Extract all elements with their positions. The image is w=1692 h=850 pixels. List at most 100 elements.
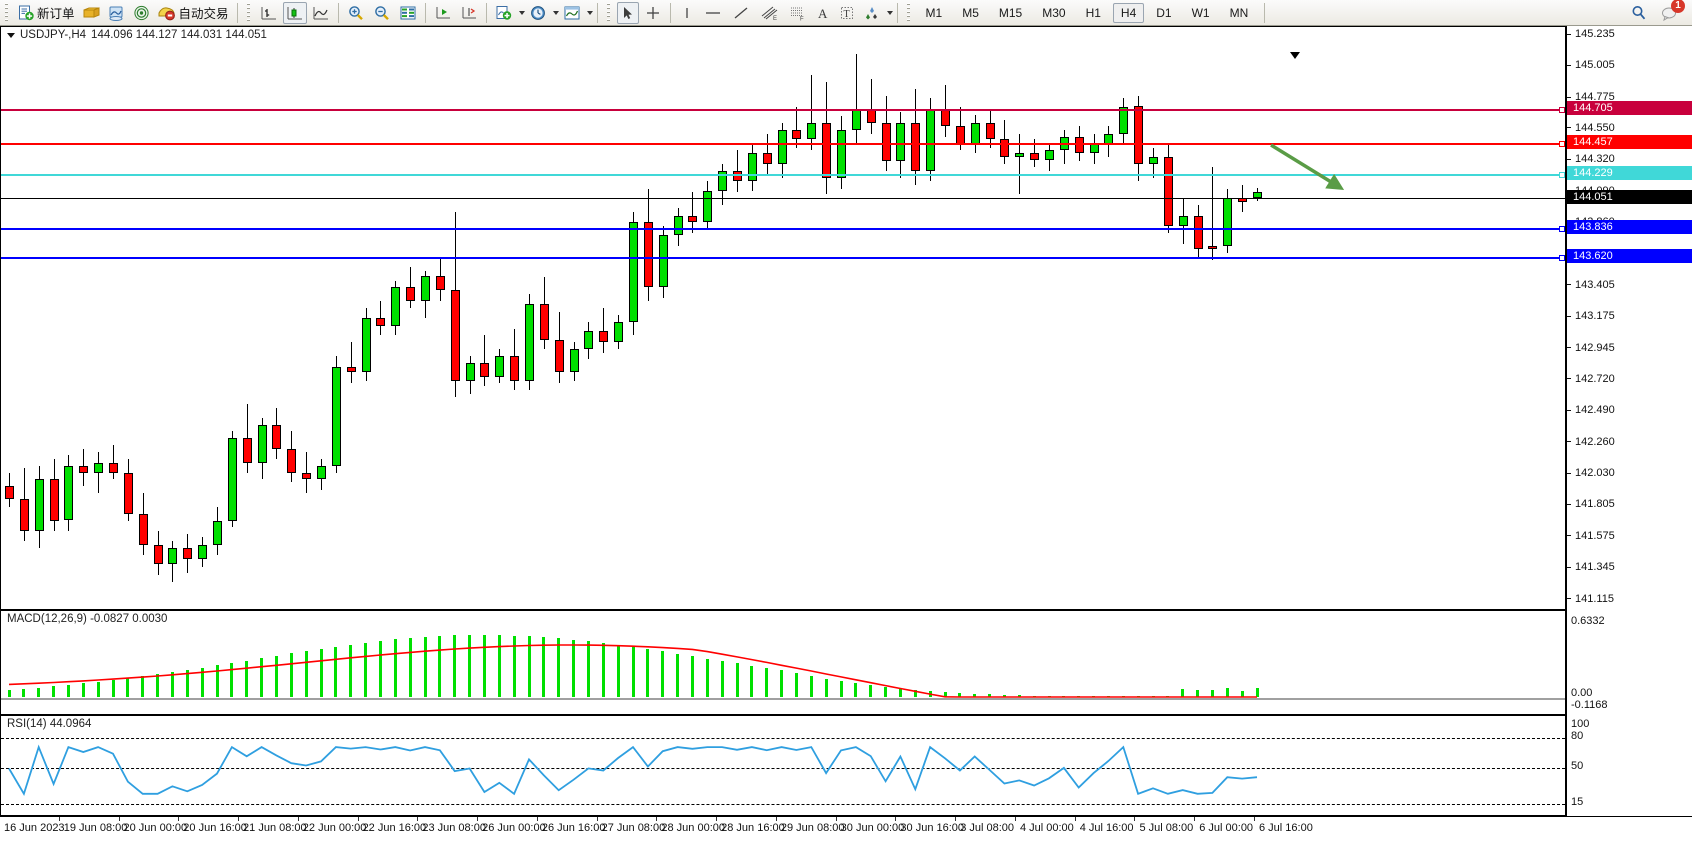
candlestick	[599, 308, 608, 353]
notification-button[interactable]: 1	[1657, 2, 1683, 24]
candlestick	[1164, 144, 1173, 233]
text-label-button[interactable]: T	[836, 2, 858, 24]
signals-button[interactable]	[130, 2, 153, 24]
macd-pane[interactable]: MACD(12,26,9) -0.0827 0.0030	[0, 610, 1566, 715]
timeframe-mn[interactable]: MN	[1222, 3, 1257, 23]
symbol-info-label[interactable]: USDJPY-,H4 144.096 144.127 144.031 144.0…	[7, 29, 267, 41]
timeframe-m1[interactable]: M1	[918, 3, 951, 23]
rsi-pane[interactable]: RSI(14) 44.0964	[0, 715, 1566, 816]
timeframe-h1[interactable]: H1	[1078, 3, 1109, 23]
candlestick	[124, 459, 133, 521]
macd-tick: 0.00	[1567, 688, 1592, 699]
periods-button[interactable]	[526, 2, 550, 24]
candlestick	[971, 115, 980, 153]
rsi-level-50	[1, 768, 1565, 769]
price-chip-support-upper[interactable]: 143.836	[1567, 220, 1692, 234]
zoom-out-button[interactable]	[370, 2, 394, 24]
macd-bar	[1062, 696, 1065, 698]
objects-button[interactable]	[860, 2, 884, 24]
symbol-ohlc: 144.096 144.127 144.031 144.051	[91, 29, 267, 41]
macd-bar	[750, 666, 753, 697]
candlestick-chart-button[interactable]	[283, 2, 307, 24]
price-pane[interactable]: USDJPY-,H4 144.096 144.127 144.031 144.0…	[0, 26, 1566, 610]
candlestick	[466, 356, 475, 394]
search-button[interactable]	[1627, 2, 1651, 24]
macd-bar	[82, 683, 85, 697]
auto-scroll-marker-icon	[1290, 52, 1300, 59]
time-label: 20 Jun 00:00	[124, 822, 188, 834]
toolbar-grip-4[interactable]	[905, 3, 913, 23]
candlestick	[302, 452, 311, 493]
macd-bar	[186, 670, 189, 697]
periods-dropdown-caret[interactable]	[553, 11, 559, 15]
time-tick	[776, 817, 777, 821]
price-chip-resistance-upper[interactable]: 144.705	[1567, 101, 1692, 115]
shift-chart-button[interactable]	[431, 2, 455, 24]
crosshair-button[interactable]	[641, 2, 665, 24]
chart-area[interactable]: USDJPY-,H4 144.096 144.127 144.031 144.0…	[0, 26, 1692, 850]
folder-button[interactable]	[80, 2, 103, 24]
zoom-in-button[interactable]	[344, 2, 368, 24]
horizontal-line-button[interactable]	[700, 2, 726, 24]
time-label: 6 Jul 00:00	[1199, 822, 1253, 834]
macd-bar	[453, 635, 456, 697]
price-scale[interactable]: 145.235 145.005 144.775 144.550 144.320 144.0…	[1566, 26, 1692, 610]
macd-bar	[438, 636, 441, 697]
macd-tick: -0.1168	[1567, 700, 1608, 711]
equidistant-channel-icon: E	[759, 5, 779, 21]
rsi-line	[1, 716, 1566, 816]
fibonacci-button[interactable]: F	[784, 2, 810, 24]
timeframe-m5[interactable]: M5	[954, 3, 987, 23]
timeframe-d1[interactable]: D1	[1148, 3, 1179, 23]
text-label-icon: T	[839, 5, 855, 21]
auto-scroll-button[interactable]	[457, 2, 481, 24]
candlestick	[1045, 144, 1054, 171]
indicators-button[interactable]	[492, 2, 516, 24]
folder-icon	[83, 5, 100, 21]
profiles-icon	[108, 5, 125, 21]
price-chip-pivot-line[interactable]: 144.229	[1567, 166, 1692, 180]
candlestick	[733, 150, 742, 191]
time-tick	[597, 817, 598, 821]
candlestick	[1104, 126, 1113, 158]
bar-chart-button[interactable]	[257, 2, 281, 24]
new-order-button[interactable]: 新订单	[15, 2, 78, 24]
time-scale[interactable]: 16 Jun 2023 19 Jun 08:00 20 Jun 00:00 20 Ju…	[0, 816, 1692, 850]
price-tick: 141.345	[1567, 562, 1615, 573]
rsi-label: RSI(14) 44.0964	[7, 718, 91, 730]
indicators-dropdown-caret[interactable]	[519, 11, 525, 15]
macd-bar	[364, 643, 367, 697]
macd-bar	[230, 663, 233, 697]
price-chip-support-lower[interactable]: 143.620	[1567, 249, 1692, 263]
cursor-button[interactable]	[617, 2, 639, 24]
time-label: 22 Jun 16:00	[363, 822, 427, 834]
timeframe-m30[interactable]: M30	[1034, 3, 1073, 23]
data-window-button[interactable]	[396, 2, 420, 24]
time-label: 19 Jun 08:00	[64, 822, 128, 834]
candlestick	[896, 112, 905, 178]
macd-bar	[320, 649, 323, 697]
price-chip-resistance-lower[interactable]: 144.457	[1567, 135, 1692, 149]
time-label: 4 Jul 16:00	[1080, 822, 1134, 834]
profiles-button[interactable]	[105, 2, 128, 24]
svg-text:E: E	[773, 16, 777, 21]
toolbar-grip-1[interactable]	[3, 3, 11, 23]
trendline-button[interactable]	[728, 2, 754, 24]
candlestick	[867, 79, 876, 134]
templates-dropdown-caret[interactable]	[587, 11, 593, 15]
equidistant-channel-button[interactable]: E	[756, 2, 782, 24]
timeframe-m15[interactable]: M15	[991, 3, 1030, 23]
templates-button[interactable]	[560, 2, 584, 24]
line-chart-button[interactable]	[309, 2, 333, 24]
chevron-down-icon[interactable]	[7, 33, 15, 38]
toolbar-grip-2[interactable]	[245, 3, 253, 23]
price-chip-current-price[interactable]: 144.051	[1567, 190, 1692, 204]
timeframe-w1[interactable]: W1	[1184, 3, 1218, 23]
timeframe-h4[interactable]: H4	[1113, 3, 1144, 23]
toolbar-grip-3[interactable]	[605, 3, 613, 23]
vertical-line-button[interactable]	[676, 2, 698, 24]
objects-dropdown-caret[interactable]	[887, 11, 893, 15]
text-button[interactable]: A	[812, 2, 834, 24]
autotrading-button[interactable]: 自动交易	[155, 2, 232, 24]
candlestick	[79, 449, 88, 486]
